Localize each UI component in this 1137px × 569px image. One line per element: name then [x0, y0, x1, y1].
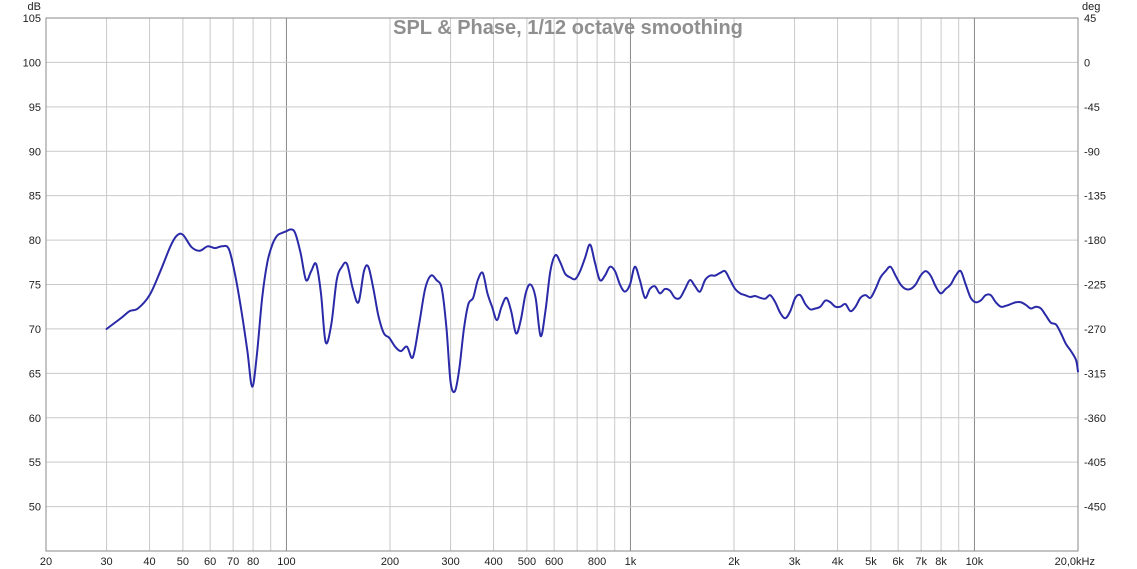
y2-axis-unit: deg: [1082, 1, 1100, 13]
x-tick-label: 10k: [966, 556, 984, 568]
x-tick-label: 1k: [625, 556, 637, 568]
y-gridlines: [46, 61, 1078, 508]
y-tick-label: 60: [29, 413, 41, 425]
y-tick-label: 95: [29, 102, 41, 114]
y-tick-label: 50: [29, 502, 41, 514]
y-tick-label: 75: [29, 280, 41, 292]
y2-tick-label: -45: [1084, 102, 1100, 114]
x-tick-label: 4k: [832, 556, 844, 568]
y2-tick-labels: 45 0 -45 -90 -135 -180 -225 -270 -315 -360 -405 -45…: [1084, 13, 1106, 514]
y-tick-labels: 105 100 95 90 85 80 75 70 65 60 55 50: [23, 13, 41, 514]
y2-tick-label: 45: [1084, 13, 1096, 25]
y-tick-label: 100: [23, 57, 41, 69]
x-tick-label: 20,0kHz: [1055, 556, 1095, 568]
y-tick-label: 85: [29, 191, 41, 203]
y-tick-label: 90: [29, 146, 41, 158]
x-tick-label: 400: [484, 556, 502, 568]
y2-tick-label: -360: [1084, 413, 1106, 425]
spl-series-line: [105, 228, 1079, 394]
x-tick-label: 70: [227, 556, 239, 568]
y2-tick-label: -135: [1084, 191, 1106, 203]
y2-tick-label: -315: [1084, 368, 1106, 380]
y-tick-label: 105: [23, 13, 41, 25]
x-tick-label: 6k: [892, 556, 904, 568]
x-tick-label: 600: [545, 556, 563, 568]
y2-tick-label: -450: [1084, 502, 1106, 514]
x-tick-label: 30: [100, 556, 112, 568]
x-tick-label: 200: [381, 556, 399, 568]
plot-frame: [45, 17, 1079, 552]
y-tick-label: 80: [29, 235, 41, 247]
x-tick-label: 2k: [728, 556, 740, 568]
x-tick-label: 40: [143, 556, 155, 568]
y2-tick-label: -90: [1084, 146, 1100, 158]
y2-tick-label: -405: [1084, 457, 1106, 469]
y2-tick-label: -270: [1084, 324, 1106, 336]
x-tick-label: 300: [441, 556, 459, 568]
y-tick-label: 55: [29, 457, 41, 469]
x-tick-label: 80: [247, 556, 259, 568]
x-tick-label: 8k: [935, 556, 947, 568]
x-tick-label: 3k: [789, 556, 801, 568]
y-axis-unit: dB: [28, 1, 41, 13]
x-tick-label: 100: [277, 556, 295, 568]
x-tick-label: 50: [177, 556, 189, 568]
x-tick-labels: 20 30 40 50 60 70 80 100 200 300 400 500 600 800 1k 2k 3…: [40, 556, 1095, 568]
x-tick-label: 5k: [865, 556, 877, 568]
y2-tick-label: -225: [1084, 280, 1106, 292]
y-tick-label: 70: [29, 324, 41, 336]
y2-tick-label: 0: [1084, 57, 1090, 69]
x-tick-label: 60: [204, 556, 216, 568]
x-tick-label: 800: [588, 556, 606, 568]
x-tick-label: 500: [518, 556, 536, 568]
y-tick-label: 65: [29, 368, 41, 380]
x-tick-label: 20: [40, 556, 52, 568]
x-tick-label: 7k: [915, 556, 927, 568]
chart-title: SPL & Phase, 1/12 octave smoothing: [393, 17, 743, 39]
y2-tick-label: -180: [1084, 235, 1106, 247]
